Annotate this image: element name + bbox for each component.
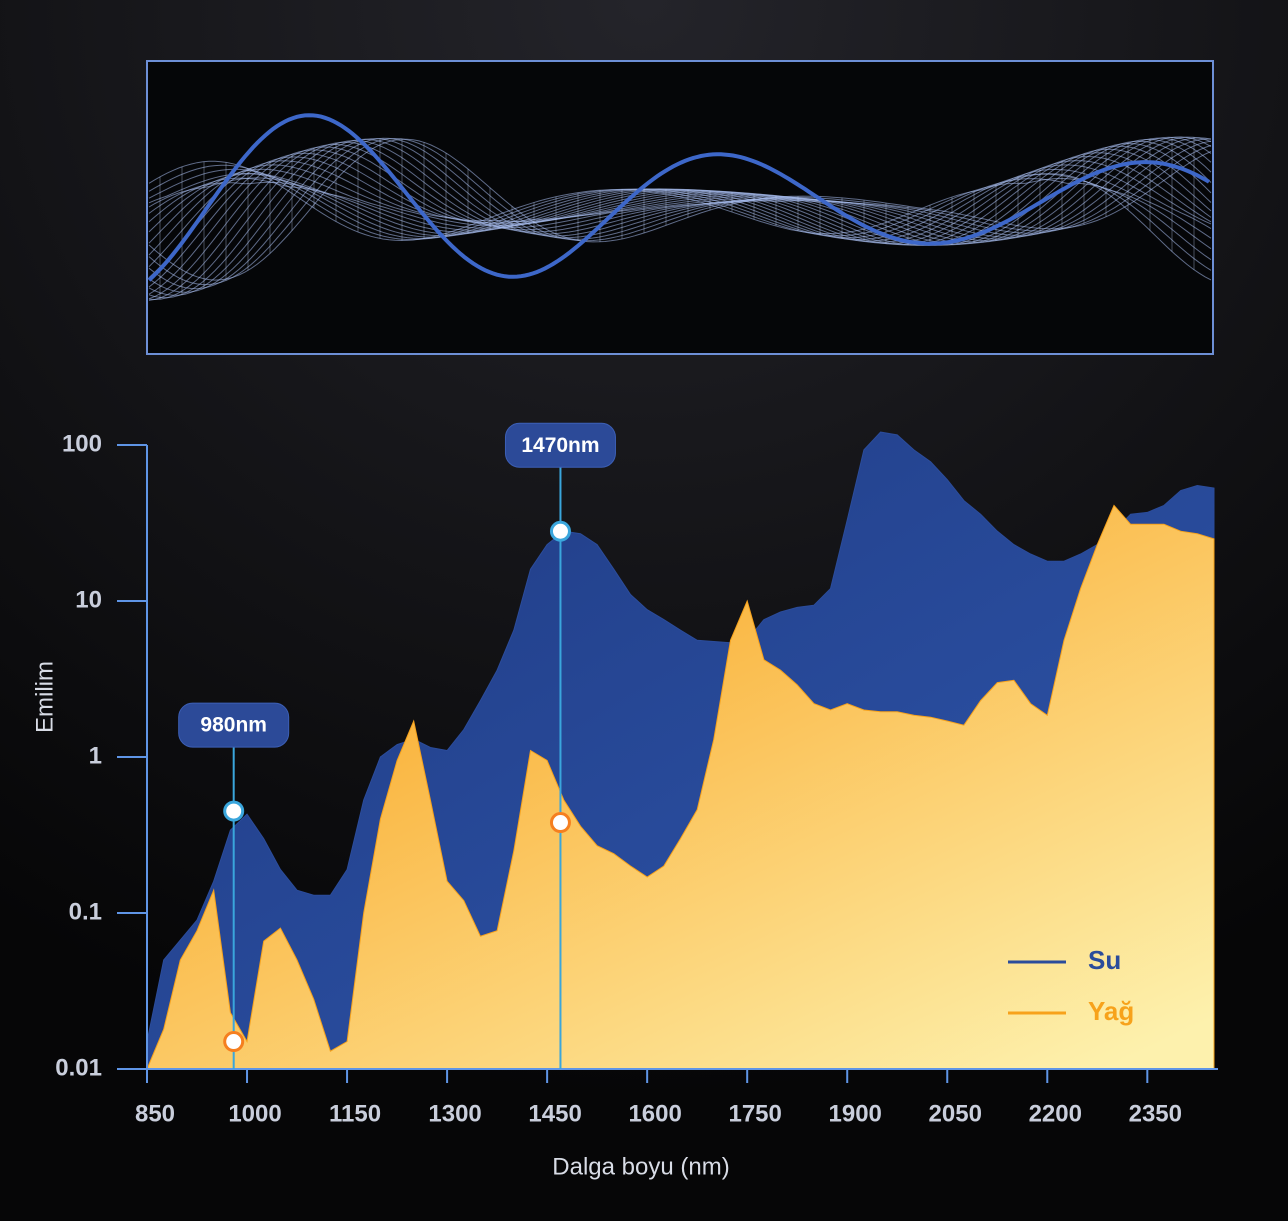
wave-line bbox=[148, 160, 1212, 281]
legend-label: Yağ bbox=[1088, 996, 1134, 1026]
annotation-point bbox=[223, 1031, 245, 1053]
wave-line bbox=[148, 138, 1212, 281]
annotation-pill bbox=[504, 422, 616, 468]
x-axis-title: Dalga boyu (nm) bbox=[552, 1153, 729, 1180]
wave-frame bbox=[146, 60, 1214, 355]
x-tick-label: 2050 bbox=[929, 1100, 982, 1127]
wave-highlight bbox=[147, 113, 1210, 282]
annotation-point bbox=[223, 800, 245, 822]
y-tick-label: 0.01 bbox=[55, 1054, 102, 1081]
x-tick-label: 1300 bbox=[428, 1100, 481, 1127]
wave-panel bbox=[146, 60, 1214, 355]
annotation-label: 1470nm bbox=[521, 434, 599, 457]
area bbox=[146, 504, 1215, 1070]
x-tick-label: 850 bbox=[135, 1100, 175, 1127]
annotation-point bbox=[549, 812, 571, 834]
x-tick-label: 2350 bbox=[1129, 1100, 1182, 1127]
x-tick-label: 1900 bbox=[829, 1100, 882, 1127]
y-tick-label: 100 bbox=[62, 430, 102, 457]
wave-line bbox=[148, 137, 1212, 296]
wave-line bbox=[148, 142, 1212, 278]
x-tick-label: 1750 bbox=[728, 1100, 781, 1127]
wave-line bbox=[148, 168, 1212, 242]
wave-line bbox=[148, 137, 1212, 286]
y-tick-label: 0.1 bbox=[69, 898, 102, 925]
wave-line bbox=[148, 136, 1212, 301]
y-axis-title: Emilim bbox=[31, 661, 58, 733]
wave-line bbox=[148, 168, 1212, 261]
x-tick-label: 1150 bbox=[329, 1100, 381, 1127]
x-tick-label: 2200 bbox=[1029, 1100, 1082, 1127]
y-tick-label: 10 bbox=[75, 586, 102, 613]
x-tick-label: 1450 bbox=[528, 1100, 581, 1127]
wave-line bbox=[148, 164, 1212, 271]
y-tick-label: 1 bbox=[89, 742, 102, 769]
wave-line bbox=[148, 138, 1212, 295]
annotation-point bbox=[549, 520, 571, 542]
x-tick-label: 1000 bbox=[228, 1100, 281, 1127]
wave-line bbox=[148, 136, 1212, 299]
wave-line bbox=[148, 137, 1212, 300]
x-tick-label: 1600 bbox=[628, 1100, 681, 1127]
legend-label: Su bbox=[1088, 945, 1121, 975]
annotation-pill bbox=[178, 702, 290, 748]
annotation-label: 980nm bbox=[200, 714, 267, 737]
